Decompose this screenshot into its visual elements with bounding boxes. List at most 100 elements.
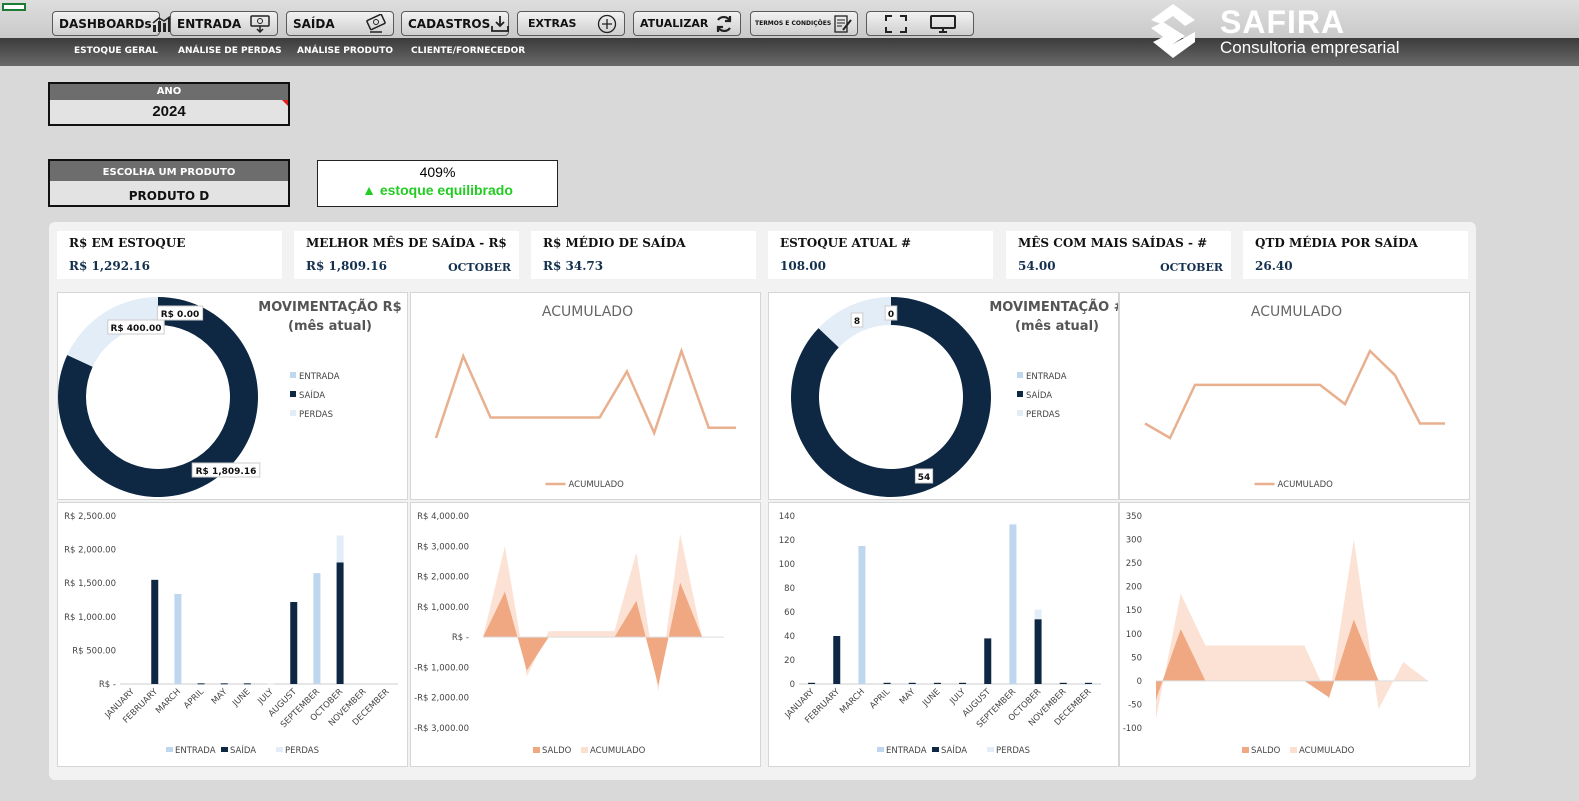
entrada-button[interactable]: ENTRADA [170,11,278,36]
nav-analise-produto[interactable]: ANÁLISE PRODUTO [297,46,394,56]
bar [197,683,205,685]
bar [1084,682,1092,684]
y-tick-label: 40 [784,632,795,642]
data-label: 8 [854,317,860,327]
money-icon [250,14,270,33]
data-label: R$ 1,809.16 [196,467,257,477]
legend-swatch [932,747,939,752]
legend-swatch [987,747,994,752]
kpi-title: MELHOR MÊS DE SAÍDA - R$ [306,236,507,250]
y-tick-label: 300 [1126,536,1142,546]
product-selector[interactable]: ESCOLHA UM PRODUTO PRODUTO D [48,159,290,207]
data-label: R$ 0.00 [161,310,200,320]
legend-swatch [1017,410,1023,416]
brand-name: SAFIRA [1220,4,1346,40]
bar [959,682,967,684]
year-label: ANO [50,84,288,100]
chart-subtitle: (mês atual) [1015,319,1099,334]
x-tick-label: APRIL [182,687,206,711]
stock-indicator-status: ▲ estoque equilibrado [362,182,513,198]
chart-card: 350 300 250 200 150 100 50 0 -50 -100 SALDO ACUMULA… [1119,502,1470,767]
atualizar-label: ATUALIZAR [640,17,709,30]
monitor-icon [929,14,956,33]
bar [1059,682,1067,684]
legend-swatch [166,747,173,752]
y-tick-label: R$ 500.00 [72,646,116,656]
chart-title: MOVIMENTAÇÃO # [989,299,1118,315]
year-selector[interactable]: ANO 2024 [48,82,290,126]
legend-label: ENTRADA [299,372,340,382]
area-chart-saldo-qty: 350 300 250 200 150 100 50 0 -50 -100 SALDO ACUMULA… [1123,512,1428,756]
legend-label: ENTRADA [175,746,216,756]
bar [858,546,866,684]
nav-analise-perdas[interactable]: ANÁLISE DE PERDAS [178,46,282,56]
bar [243,683,251,685]
termos-button[interactable]: TERMOS E CONDIÇÕES [750,11,858,36]
extras-button[interactable]: EXTRAS [517,11,625,36]
legend-label: SAÍDA [941,744,967,756]
chart-card: 140 120 100 80 60 40 20 0 JANUARY FEBRUARY MARCH AP… [768,502,1119,767]
dashboards-button[interactable]: DASHBOARDs [52,11,172,36]
dashboards-label: DASHBOARDs [59,16,152,31]
kpi-value: R$ 1,809.16 [306,259,387,273]
nav-cliente-fornecedor[interactable]: CLIENTE/FORNECEDOR [411,46,526,56]
kpi-qtd-media: QTD MÉDIA POR SAÍDA 26.40 [1243,231,1468,279]
y-tick-label: 100 [1126,630,1142,640]
y-tick-label: R$ 4,000.00 [417,512,469,522]
legend-label: PERDAS [285,746,319,756]
legend-label: ACUMULADO [569,480,625,490]
y-tick-label: R$ - [452,633,469,643]
bar [1009,524,1017,684]
legend-swatch [877,747,884,752]
x-tick-label: JUNE [920,687,942,709]
x-tick-label: JULY [948,686,969,707]
bar [151,579,159,684]
saida-label: SAÍDA [293,16,335,31]
kpi-title: QTD MÉDIA POR SAÍDA [1255,236,1418,250]
chart-subtitle: (mês atual) [288,319,372,334]
bar [290,602,298,684]
chart-icon [152,14,172,32]
data-label-box [191,462,261,478]
cadastros-button[interactable]: CADASTROS [401,11,510,36]
donut-chart-qty: MOVIMENTAÇÃO # (mês atual) 0 54 8 ENTRADA SAÍD… [791,297,1125,497]
legend-swatch [533,747,540,753]
kpi-value: 26.40 [1255,259,1293,273]
cell-selector [2,3,26,11]
bar [336,562,344,684]
kpi-medio-saida: R$ MÉDIO DE SAÍDA R$ 34.73 [531,231,756,279]
bar [808,682,816,684]
stock-indicator-percent: 409% [419,164,456,180]
legend-swatch [276,747,283,752]
safira-logo-icon [1151,4,1195,58]
series-line [1144,348,1445,440]
kpi-extra: OCTOBER [448,261,511,274]
y-tick-label: 120 [779,536,795,546]
legend-swatch [1242,747,1249,753]
x-tick-label: MARCH [154,687,183,716]
y-tick-label: -R$ 1,000.00 [414,663,469,673]
legend-swatch [290,372,296,378]
kpi-value: 108.00 [780,259,826,273]
y-tick-label: 140 [779,512,795,522]
y-tick-label: -50 [1128,700,1142,710]
legend-label: SAÍDA [299,389,325,401]
data-label-box [156,305,204,321]
chart-card: MOVIMENTAÇÃO # (mês atual) 0 54 8 ENTRADA SAÍD… [768,292,1125,500]
atualizar-button[interactable]: ATUALIZAR [633,11,741,36]
kpi-title: R$ EM ESTOQUE [69,236,186,250]
bar [933,682,941,684]
area-chart-saldo-value: R$ 4,000.00 R$ 3,000.00 R$ 2,000.00 R$ 1,00… [414,512,724,756]
product-label: ESCOLHA UM PRODUTO [50,161,288,181]
y-tick-label: 200 [1126,583,1142,593]
legend-swatch [290,391,296,397]
sub-navigation [0,38,1579,66]
y-tick-label: R$ - [99,680,116,690]
view-controls-button[interactable] [866,11,974,36]
nav-estoque-geral[interactable]: ESTOQUE GERAL [74,46,158,56]
kpi-title: R$ MÉDIO DE SAÍDA [543,236,686,250]
saida-button[interactable]: SAÍDA [286,11,394,36]
money-out-icon [366,13,386,33]
series-line [434,347,736,439]
